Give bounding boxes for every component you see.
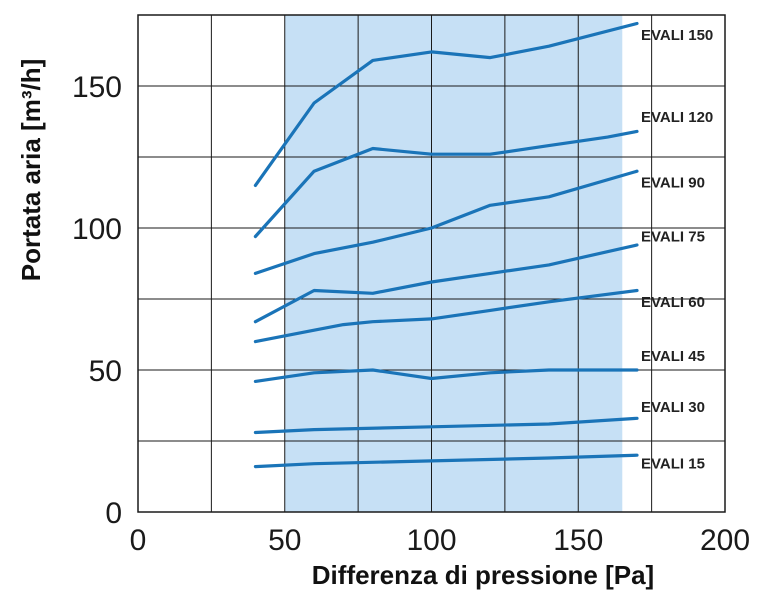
- series-line-evali-90: [253, 169, 639, 275]
- highlight-band-layer: [284, 15, 623, 512]
- x-tick-label: 200: [700, 524, 750, 557]
- series-line-evali-15: [253, 453, 639, 469]
- y-tick-label: 0: [105, 497, 122, 530]
- grid-layer: [137, 14, 726, 513]
- series-label-evali-45: EVALI 45: [641, 348, 705, 365]
- x-tick-label: 100: [406, 524, 456, 557]
- plot-frame: [137, 14, 726, 513]
- x-tick-label: 0: [130, 524, 147, 557]
- series-label-evali-75: EVALI 75: [641, 229, 705, 246]
- series-labels-layer: EVALI 150 EVALI 120 EVALI 90 EVALI 75 EVALI …: [641, 27, 713, 473]
- series-line-evali-120: [253, 129, 639, 239]
- x-tick-label: 150: [553, 524, 603, 557]
- y-tick-label: 50: [89, 355, 122, 388]
- series-label-evali-15: EVALI 15: [641, 456, 705, 473]
- series-label-evali-30: EVALI 30: [641, 399, 705, 416]
- series-line-evali-30: [253, 416, 639, 435]
- series-line-evali-60: [253, 288, 639, 344]
- x-axis-title: Differenza di pressione [Pa]: [312, 560, 654, 590]
- series-label-evali-60: EVALI 60: [641, 294, 705, 311]
- series-line-evali-45: [253, 368, 639, 383]
- series-line-evali-75: [253, 243, 639, 324]
- series-label-evali-90: EVALI 90: [641, 175, 705, 192]
- highlight-band: [284, 15, 623, 512]
- tick-labels-layer: 0 50 100 150 200 0 50 100 150: [72, 71, 750, 557]
- series-lines-layer: [253, 21, 639, 469]
- y-axis-title: Portata aria [m³/h]: [16, 59, 46, 282]
- series-label-evali-120: EVALI 120: [641, 109, 713, 126]
- y-tick-label: 100: [72, 213, 122, 246]
- x-tick-label: 50: [268, 524, 301, 557]
- y-tick-label: 150: [72, 71, 122, 104]
- series-line-evali-150: [253, 21, 639, 187]
- series-label-evali-150: EVALI 150: [641, 27, 713, 44]
